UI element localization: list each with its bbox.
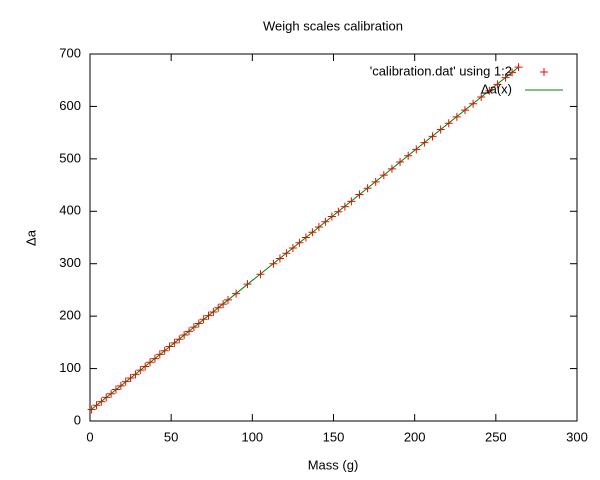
x-tick-label: 200 — [404, 429, 426, 444]
fit-line — [89, 66, 519, 411]
x-tick-label: 250 — [485, 429, 507, 444]
legend-label: Δa(x) — [481, 81, 512, 96]
y-axis-label: Δa — [23, 229, 38, 246]
y-tick-label: 400 — [59, 203, 81, 218]
x-tick-label: 100 — [241, 429, 263, 444]
chart-title: Weigh scales calibration — [263, 18, 403, 33]
legend-marker — [540, 68, 548, 76]
y-tick-label: 500 — [59, 150, 81, 165]
x-tick-label: 50 — [164, 429, 178, 444]
x-tick-label: 300 — [566, 429, 588, 444]
y-tick-label: 600 — [59, 98, 81, 113]
x-axis-label: Mass (g) — [308, 457, 359, 472]
y-tick-label: 700 — [59, 45, 81, 60]
y-tick-label: 100 — [59, 360, 81, 375]
y-tick-label: 300 — [59, 255, 81, 270]
data-point — [514, 63, 523, 72]
legend-label: 'calibration.dat' using 1:2 — [370, 63, 512, 78]
y-tick-label: 200 — [59, 308, 81, 323]
x-tick-label: 0 — [86, 429, 93, 444]
x-tick-label: 150 — [323, 429, 345, 444]
y-tick-label: 0 — [74, 412, 81, 427]
